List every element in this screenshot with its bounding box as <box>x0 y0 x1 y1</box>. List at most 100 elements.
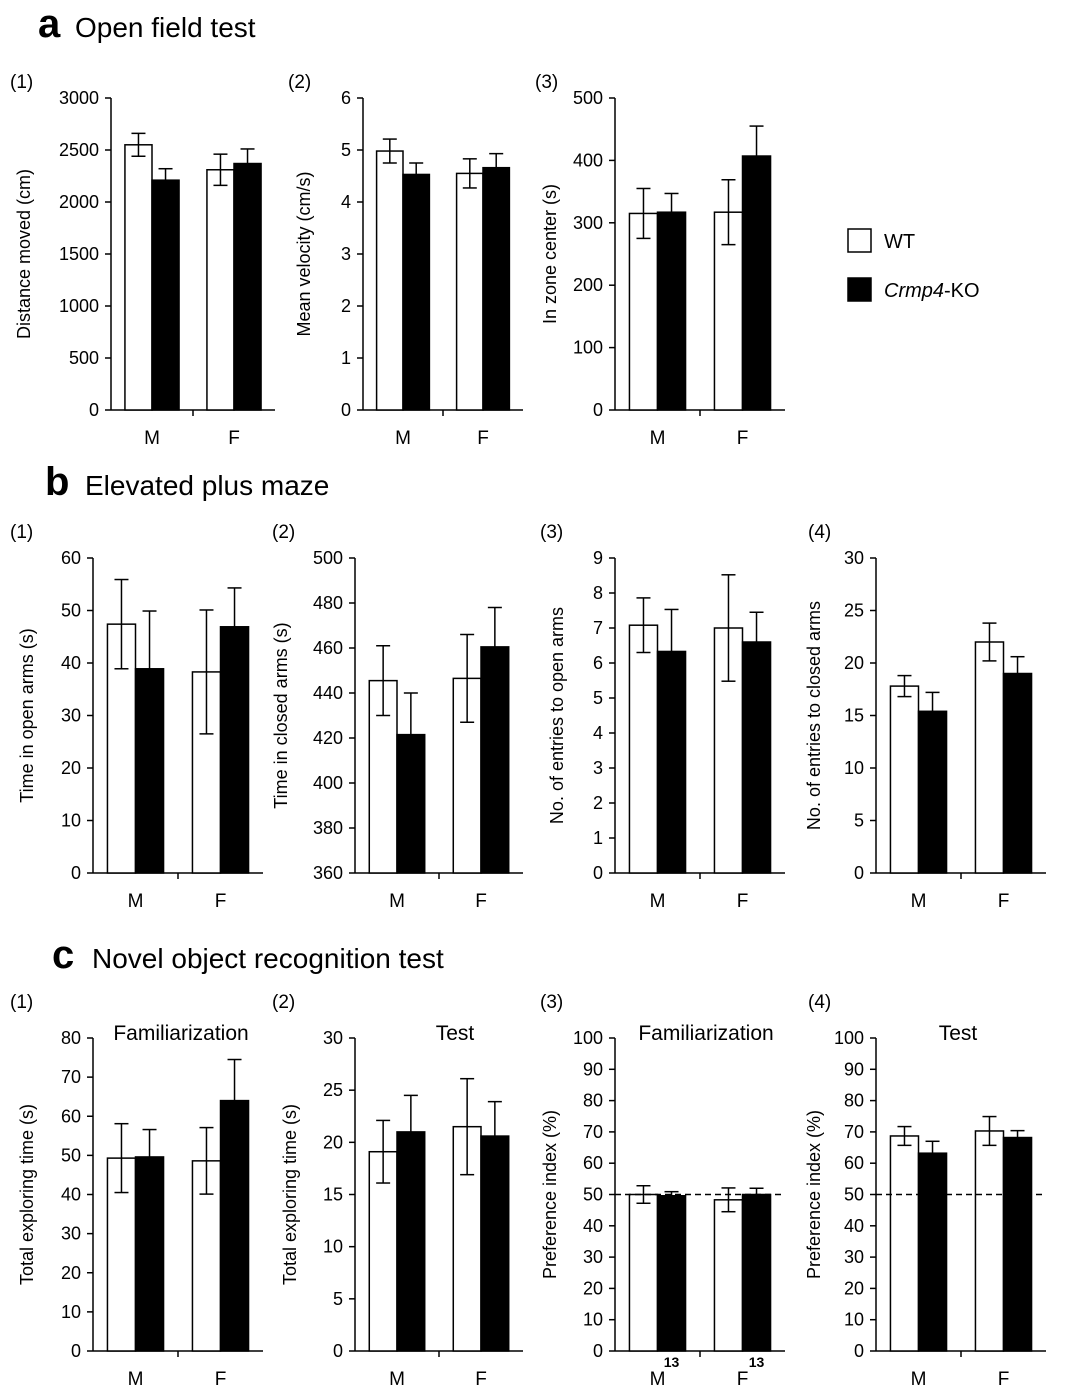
legend-ko-label: Crmp4-KO <box>884 280 980 302</box>
y-tick-label: 4 <box>593 723 603 743</box>
y-tick-label: 360 <box>313 863 343 883</box>
y-tick-label: 90 <box>583 1059 603 1079</box>
y-tick-label: 50 <box>61 601 81 621</box>
panel-number-label: (3) <box>535 72 558 93</box>
legend: WT Crmp4-KO <box>847 228 980 302</box>
y-tick-label: 0 <box>71 863 81 883</box>
y-tick-label: 0 <box>341 400 351 420</box>
section-b-letter: b <box>45 460 69 504</box>
section-c-title: Novel object recognition test <box>92 943 444 974</box>
wt-bar-M <box>889 685 920 874</box>
panel-number-label: (1) <box>10 72 33 93</box>
y-tick-label: 30 <box>323 1028 343 1048</box>
y-axis-label: Mean velocity (cm/s) <box>294 171 314 336</box>
ko-bar-F <box>233 162 262 411</box>
y-tick-label: 5 <box>333 1289 343 1309</box>
y-tick-label: 50 <box>844 1185 864 1205</box>
y-tick-label: 10 <box>61 811 81 831</box>
y-tick-label: 60 <box>583 1153 603 1173</box>
y-tick-label: 10 <box>323 1237 343 1257</box>
ko-bar-M <box>656 1195 687 1352</box>
legend-ko-suffix: -KO <box>944 280 980 302</box>
panel-number-label: (1) <box>10 522 33 543</box>
ko-bar-F <box>480 646 510 874</box>
chart-c-8: (1) Familiarization 0 10 20 30 40 50 60 70 80 Total… <box>10 992 263 1387</box>
x-category-label: M <box>395 428 411 449</box>
chart-b-4: (1) 0 10 20 30 40 50 60 Time in open arms (s) M F <box>10 522 263 912</box>
ko-bar-M <box>917 710 948 874</box>
x-category-label: F <box>215 1369 227 1387</box>
chart-title: Test <box>939 1022 978 1045</box>
chart-b-6: (3) 0 1 2 3 4 5 6 7 8 9 No. of entries to open arms… <box>540 522 785 912</box>
y-tick-label: 0 <box>593 863 603 883</box>
y-tick-label: 3 <box>593 758 603 778</box>
y-tick-label: 15 <box>323 1185 343 1205</box>
ko-bar-F <box>741 1193 772 1352</box>
y-tick-label: 20 <box>323 1132 343 1152</box>
y-tick-label: 100 <box>573 1028 603 1048</box>
y-tick-label: 0 <box>89 400 99 420</box>
y-tick-label: 20 <box>61 1263 81 1283</box>
y-axis-label: Time in closed arms (s) <box>271 622 291 808</box>
x-category-label: M <box>911 891 927 912</box>
chart-a-3: (3) 0 100 200 300 400 500 In zone center (s) M F <box>535 72 785 449</box>
x-category-label: M <box>650 428 666 449</box>
y-tick-label: 100 <box>573 338 603 358</box>
x-category-label: F <box>228 428 240 449</box>
x-category-label: M <box>128 1369 144 1387</box>
section-c-heading: c Novel object recognition test <box>52 933 444 977</box>
y-tick-label: 2500 <box>59 140 99 160</box>
y-tick-label: 3 <box>341 244 351 264</box>
ko-bar-M <box>402 173 431 411</box>
wt-bar-M <box>124 144 153 411</box>
y-tick-label: 30 <box>844 1247 864 1267</box>
panel-number-label: (3) <box>540 522 563 543</box>
wt-bar-F <box>455 172 484 411</box>
ko-bar-M <box>656 211 687 411</box>
y-tick-label: 500 <box>313 548 343 568</box>
y-axis-label: Preference index (%) <box>540 1110 560 1279</box>
x-category-label: M <box>389 891 405 912</box>
x-category-label: F <box>215 891 227 912</box>
panel-number-label: (2) <box>272 992 295 1013</box>
wt-bar-M <box>628 212 659 411</box>
y-tick-label: 60 <box>61 1106 81 1126</box>
x-category-label: F <box>737 891 749 912</box>
y-tick-label: 20 <box>61 758 81 778</box>
y-tick-label: 40 <box>583 1216 603 1236</box>
x-category-label: M <box>650 1369 666 1387</box>
ko-bar-F <box>741 155 772 411</box>
y-tick-label: 480 <box>313 593 343 613</box>
y-axis-label: No. of entries to open arms <box>547 607 567 824</box>
y-tick-label: 5 <box>341 140 351 160</box>
x-category-label: F <box>998 891 1010 912</box>
y-tick-label: 20 <box>583 1278 603 1298</box>
y-tick-label: 10 <box>844 1310 864 1330</box>
y-tick-label: 380 <box>313 818 343 838</box>
y-tick-label: 70 <box>583 1122 603 1142</box>
y-tick-label: 6 <box>341 88 351 108</box>
y-tick-label: 0 <box>333 1341 343 1361</box>
y-tick-label: 9 <box>593 548 603 568</box>
y-tick-label: 50 <box>583 1185 603 1205</box>
y-tick-label: 20 <box>844 1278 864 1298</box>
y-tick-label: 0 <box>854 1341 864 1361</box>
wt-bar-F <box>206 169 235 411</box>
y-axis-label: Time in open arms (s) <box>17 628 37 802</box>
y-axis-label: Total exploring time (s) <box>280 1104 300 1285</box>
ko-bar-M <box>151 179 180 411</box>
chart-b-5: (2) 360 380 400 420 440 460 480 500 Time in close… <box>271 522 523 912</box>
y-tick-label: 460 <box>313 638 343 658</box>
wt-bar-M <box>628 624 659 874</box>
section-c-letter: c <box>52 933 74 977</box>
y-axis-label: No. of entries to closed arms <box>804 601 824 830</box>
y-tick-label: 4 <box>341 192 351 212</box>
y-tick-label: 60 <box>61 548 81 568</box>
y-tick-label: 25 <box>844 601 864 621</box>
x-category-label: F <box>475 891 487 912</box>
panel-number-label: (1) <box>10 992 33 1013</box>
y-tick-label: 50 <box>61 1145 81 1165</box>
section-a-letter: a <box>38 2 61 46</box>
y-tick-label: 5 <box>593 688 603 708</box>
